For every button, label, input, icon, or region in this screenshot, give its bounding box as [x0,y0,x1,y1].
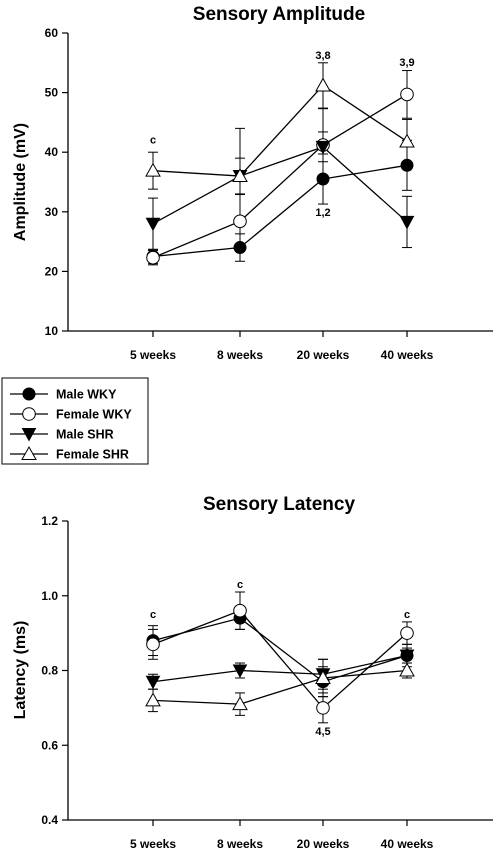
legend-label: Male WKY [56,388,117,402]
latency-y-tick-label: 0.6 [41,738,58,752]
amplitude-data-point [400,158,414,172]
amplitude-x-tick-label: 40 weeks [381,348,434,362]
latency-data-point [315,669,331,684]
legend: Male WKY Female WKY Male SHR Female SHR [1,377,149,465]
legend-marker [21,445,37,460]
amplitude-data-point [399,133,415,148]
latency-data-point [232,696,248,711]
latency-data-point [316,701,330,715]
amplitude-annotation: 3,9 [399,57,414,69]
amplitude-y-tick-label: 50 [45,86,59,100]
amplitude-y-tick-label: 40 [45,145,59,159]
amplitude-data-point [399,215,415,230]
latency-chart-title: Sensory Latency [203,494,355,515]
amplitude-series-line [152,146,408,225]
latency-x-tick-label: 5 weeks [130,837,176,850]
legend-label: Female SHR [56,448,129,462]
legend-marker [21,428,37,442]
latency-data-point [145,692,161,707]
legend-marker [22,407,36,421]
amplitude-x-tick-label: 20 weeks [297,348,350,362]
latency-y-tick-label: 0.4 [41,813,58,827]
amplitude-y-tick-label: 10 [45,324,59,338]
latency-series-line [152,617,408,683]
amplitude-y-tick-label: 30 [45,205,59,219]
amplitude-series-line [152,164,408,258]
latency-data-point [146,637,160,652]
amplitude-annotation: c [150,134,156,146]
amplitude-annotation: 3,8 [315,50,330,62]
amplitude-chart-title: Sensory Amplitude [193,4,365,25]
amplitude-data-point [232,168,248,183]
latency-data-point [232,664,248,679]
latency-annotation: 4,5 [315,726,330,738]
amplitude-chart: Sensory Amplitude Amplitude (mV) 10 20 30 4… [12,4,493,362]
amplitude-x-tick-label: 5 weeks [130,348,176,362]
latency-x-tick-label: 8 weeks [217,837,263,850]
amplitude-data-point [233,214,247,229]
amplitude-y-tick-label: 20 [45,264,59,278]
latency-series-line [152,654,408,683]
latency-annotation: c [237,579,243,591]
latency-data-point [400,626,414,640]
latency-data-point [399,649,415,664]
amplitude-x-tick-label: 8 weeks [217,348,263,362]
amplitude-data-point [145,162,161,177]
amplitude-y-tick-label: 60 [45,26,59,40]
amplitude-y-axis-label: Amplitude (mV) [12,123,29,241]
latency-chart: Sensory Latency Latency (ms) 0.4 0.6 0.8 1.… [12,494,493,850]
amplitude-data-point [316,172,330,186]
legend-label: Female WKY [56,408,132,422]
legend-marker [22,387,36,401]
amplitude-data-point [400,87,414,102]
amplitude-data-point [145,217,161,232]
latency-series-line [152,669,408,705]
latency-y-tick-label: 1.2 [41,514,58,528]
latency-x-tick-label: 20 weeks [297,837,350,850]
legend-label: Male SHR [56,428,114,442]
amplitude-data-point [315,77,331,92]
amplitude-data-point [146,250,160,265]
amplitude-data-point [233,241,247,255]
latency-annotation: c [404,609,410,621]
latency-series-line [152,609,408,709]
latency-data-point [233,603,247,618]
latency-data-point [399,662,415,677]
latency-data-point [145,675,161,690]
latency-y-tick-label: 1.0 [41,589,58,603]
latency-y-axis-label: Latency (ms) [12,621,29,720]
amplitude-series-line [152,93,408,259]
latency-annotation: c [150,609,156,621]
latency-x-tick-label: 40 weeks [381,837,434,850]
latency-y-tick-label: 0.8 [41,664,58,678]
amplitude-data-point [315,140,331,155]
amplitude-annotation: 1,2 [315,207,330,219]
amplitude-series-line [152,84,408,177]
